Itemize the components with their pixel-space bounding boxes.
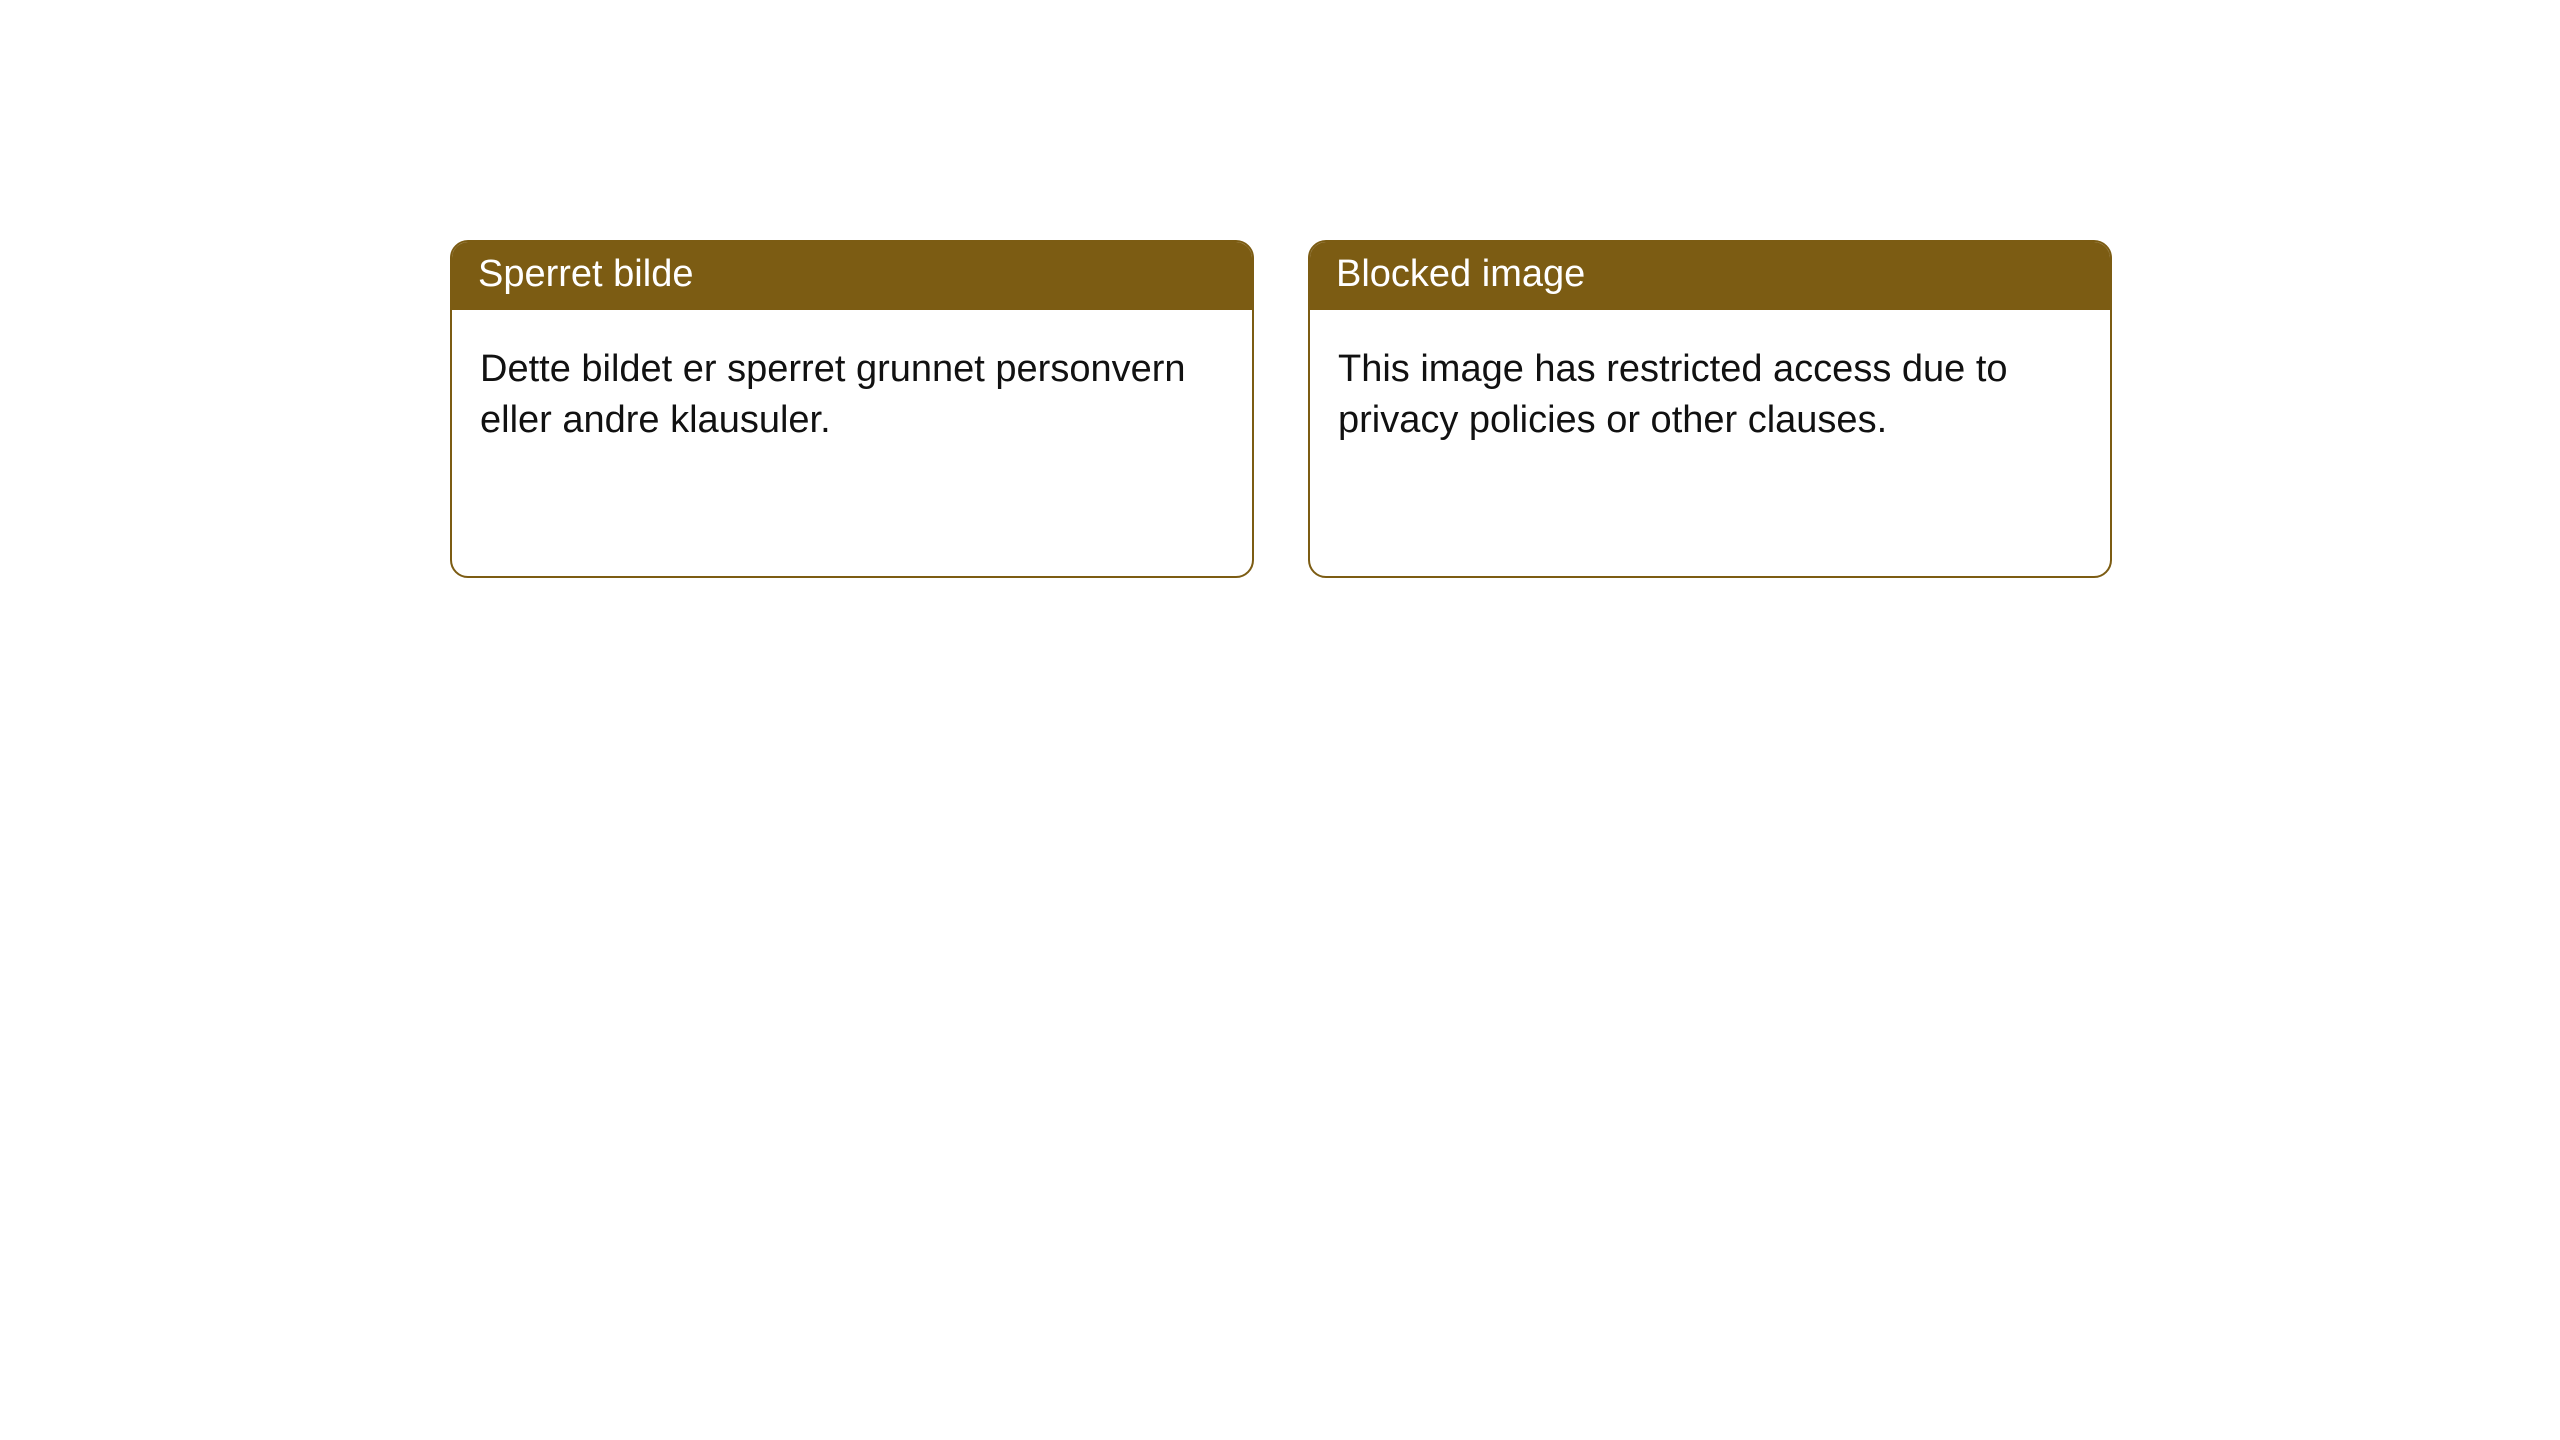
card-header-en: Blocked image	[1310, 242, 2110, 310]
card-body-en: This image has restricted access due to …	[1310, 310, 2110, 481]
notice-container: Sperret bilde Dette bildet er sperret gr…	[0, 0, 2560, 578]
card-body-no: Dette bildet er sperret grunnet personve…	[452, 310, 1252, 481]
card-header-no: Sperret bilde	[452, 242, 1252, 310]
blocked-image-card-en: Blocked image This image has restricted …	[1308, 240, 2112, 578]
blocked-image-card-no: Sperret bilde Dette bildet er sperret gr…	[450, 240, 1254, 578]
